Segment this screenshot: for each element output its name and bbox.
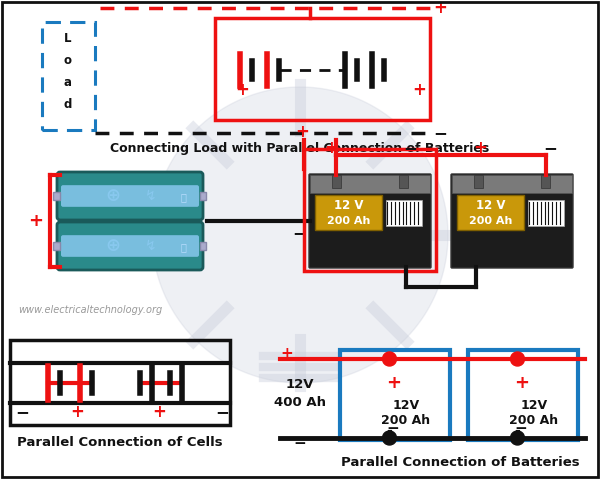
Bar [332,175,341,188]
FancyBboxPatch shape [57,222,203,270]
Bar [53,192,60,200]
Text: −: − [293,435,307,451]
Text: −: − [543,139,557,157]
Bar [541,175,550,188]
Bar [468,350,578,440]
Text: Parallel Connection of Cells: Parallel Connection of Cells [17,436,223,449]
Text: −: − [514,421,527,436]
Text: −: − [386,421,399,436]
Text: o: o [64,54,72,67]
Text: +: + [433,0,447,17]
Text: −: − [433,124,447,142]
Bar [457,195,524,230]
Bar [53,241,60,251]
Circle shape [511,431,524,445]
FancyBboxPatch shape [61,235,199,257]
Text: 200 Ah: 200 Ah [509,414,559,427]
Text: 12 V: 12 V [334,199,363,212]
Text: www.electricaltechnology.org: www.electricaltechnology.org [18,305,162,315]
Bar [473,175,483,188]
Text: 12V: 12V [286,378,314,391]
Text: +: + [386,374,401,392]
Text: −: − [15,403,29,421]
Text: a: a [64,76,72,89]
Text: d: d [64,98,72,111]
Text: −: − [215,403,229,421]
Text: +: + [514,374,529,392]
Text: L: L [64,32,72,45]
Bar [200,241,206,251]
FancyBboxPatch shape [61,185,199,207]
Text: 200 Ah: 200 Ah [327,217,370,227]
Text: 200 Ah: 200 Ah [382,414,431,427]
Bar [304,149,436,271]
Bar [310,175,430,194]
Circle shape [383,431,397,445]
FancyBboxPatch shape [57,172,203,220]
Text: +: + [325,139,338,157]
Text: ⊕: ⊕ [106,187,121,205]
Circle shape [511,352,524,366]
Text: 200 Ah: 200 Ah [469,217,512,227]
Text: ⊕: ⊕ [106,237,121,255]
Bar [42,22,95,130]
Text: +: + [152,403,166,421]
Bar [215,18,430,120]
Text: ↯: ↯ [145,239,157,253]
Text: ⓘ: ⓘ [180,242,186,252]
Text: +: + [412,81,426,99]
Text: +: + [70,403,84,421]
Text: 12 V: 12 V [476,199,505,212]
Text: +: + [235,81,249,99]
Bar [452,175,572,194]
Text: −: − [404,139,418,157]
Text: Connecting Load with Parallel Connection of Batteries: Connecting Load with Parallel Connection… [110,141,490,155]
Bar [527,200,563,226]
Text: −: − [292,224,306,242]
FancyBboxPatch shape [309,174,431,268]
Circle shape [383,352,397,366]
Text: +: + [281,345,293,361]
Bar [10,340,230,425]
Text: +: + [473,139,487,157]
Text: 12V: 12V [392,399,419,412]
FancyBboxPatch shape [451,174,573,268]
Polygon shape [152,87,448,383]
Text: ↯: ↯ [145,189,157,203]
Text: +: + [295,123,309,141]
Bar [399,175,409,188]
Bar [200,192,206,200]
Bar [386,200,422,226]
Text: 12V: 12V [520,399,548,412]
Bar [340,350,450,440]
Text: 400 Ah: 400 Ah [274,396,326,409]
Text: Parallel Connection of Batteries: Parallel Connection of Batteries [341,456,580,469]
Text: ⓘ: ⓘ [180,192,186,202]
Bar [315,195,382,230]
Text: +: + [29,212,44,230]
